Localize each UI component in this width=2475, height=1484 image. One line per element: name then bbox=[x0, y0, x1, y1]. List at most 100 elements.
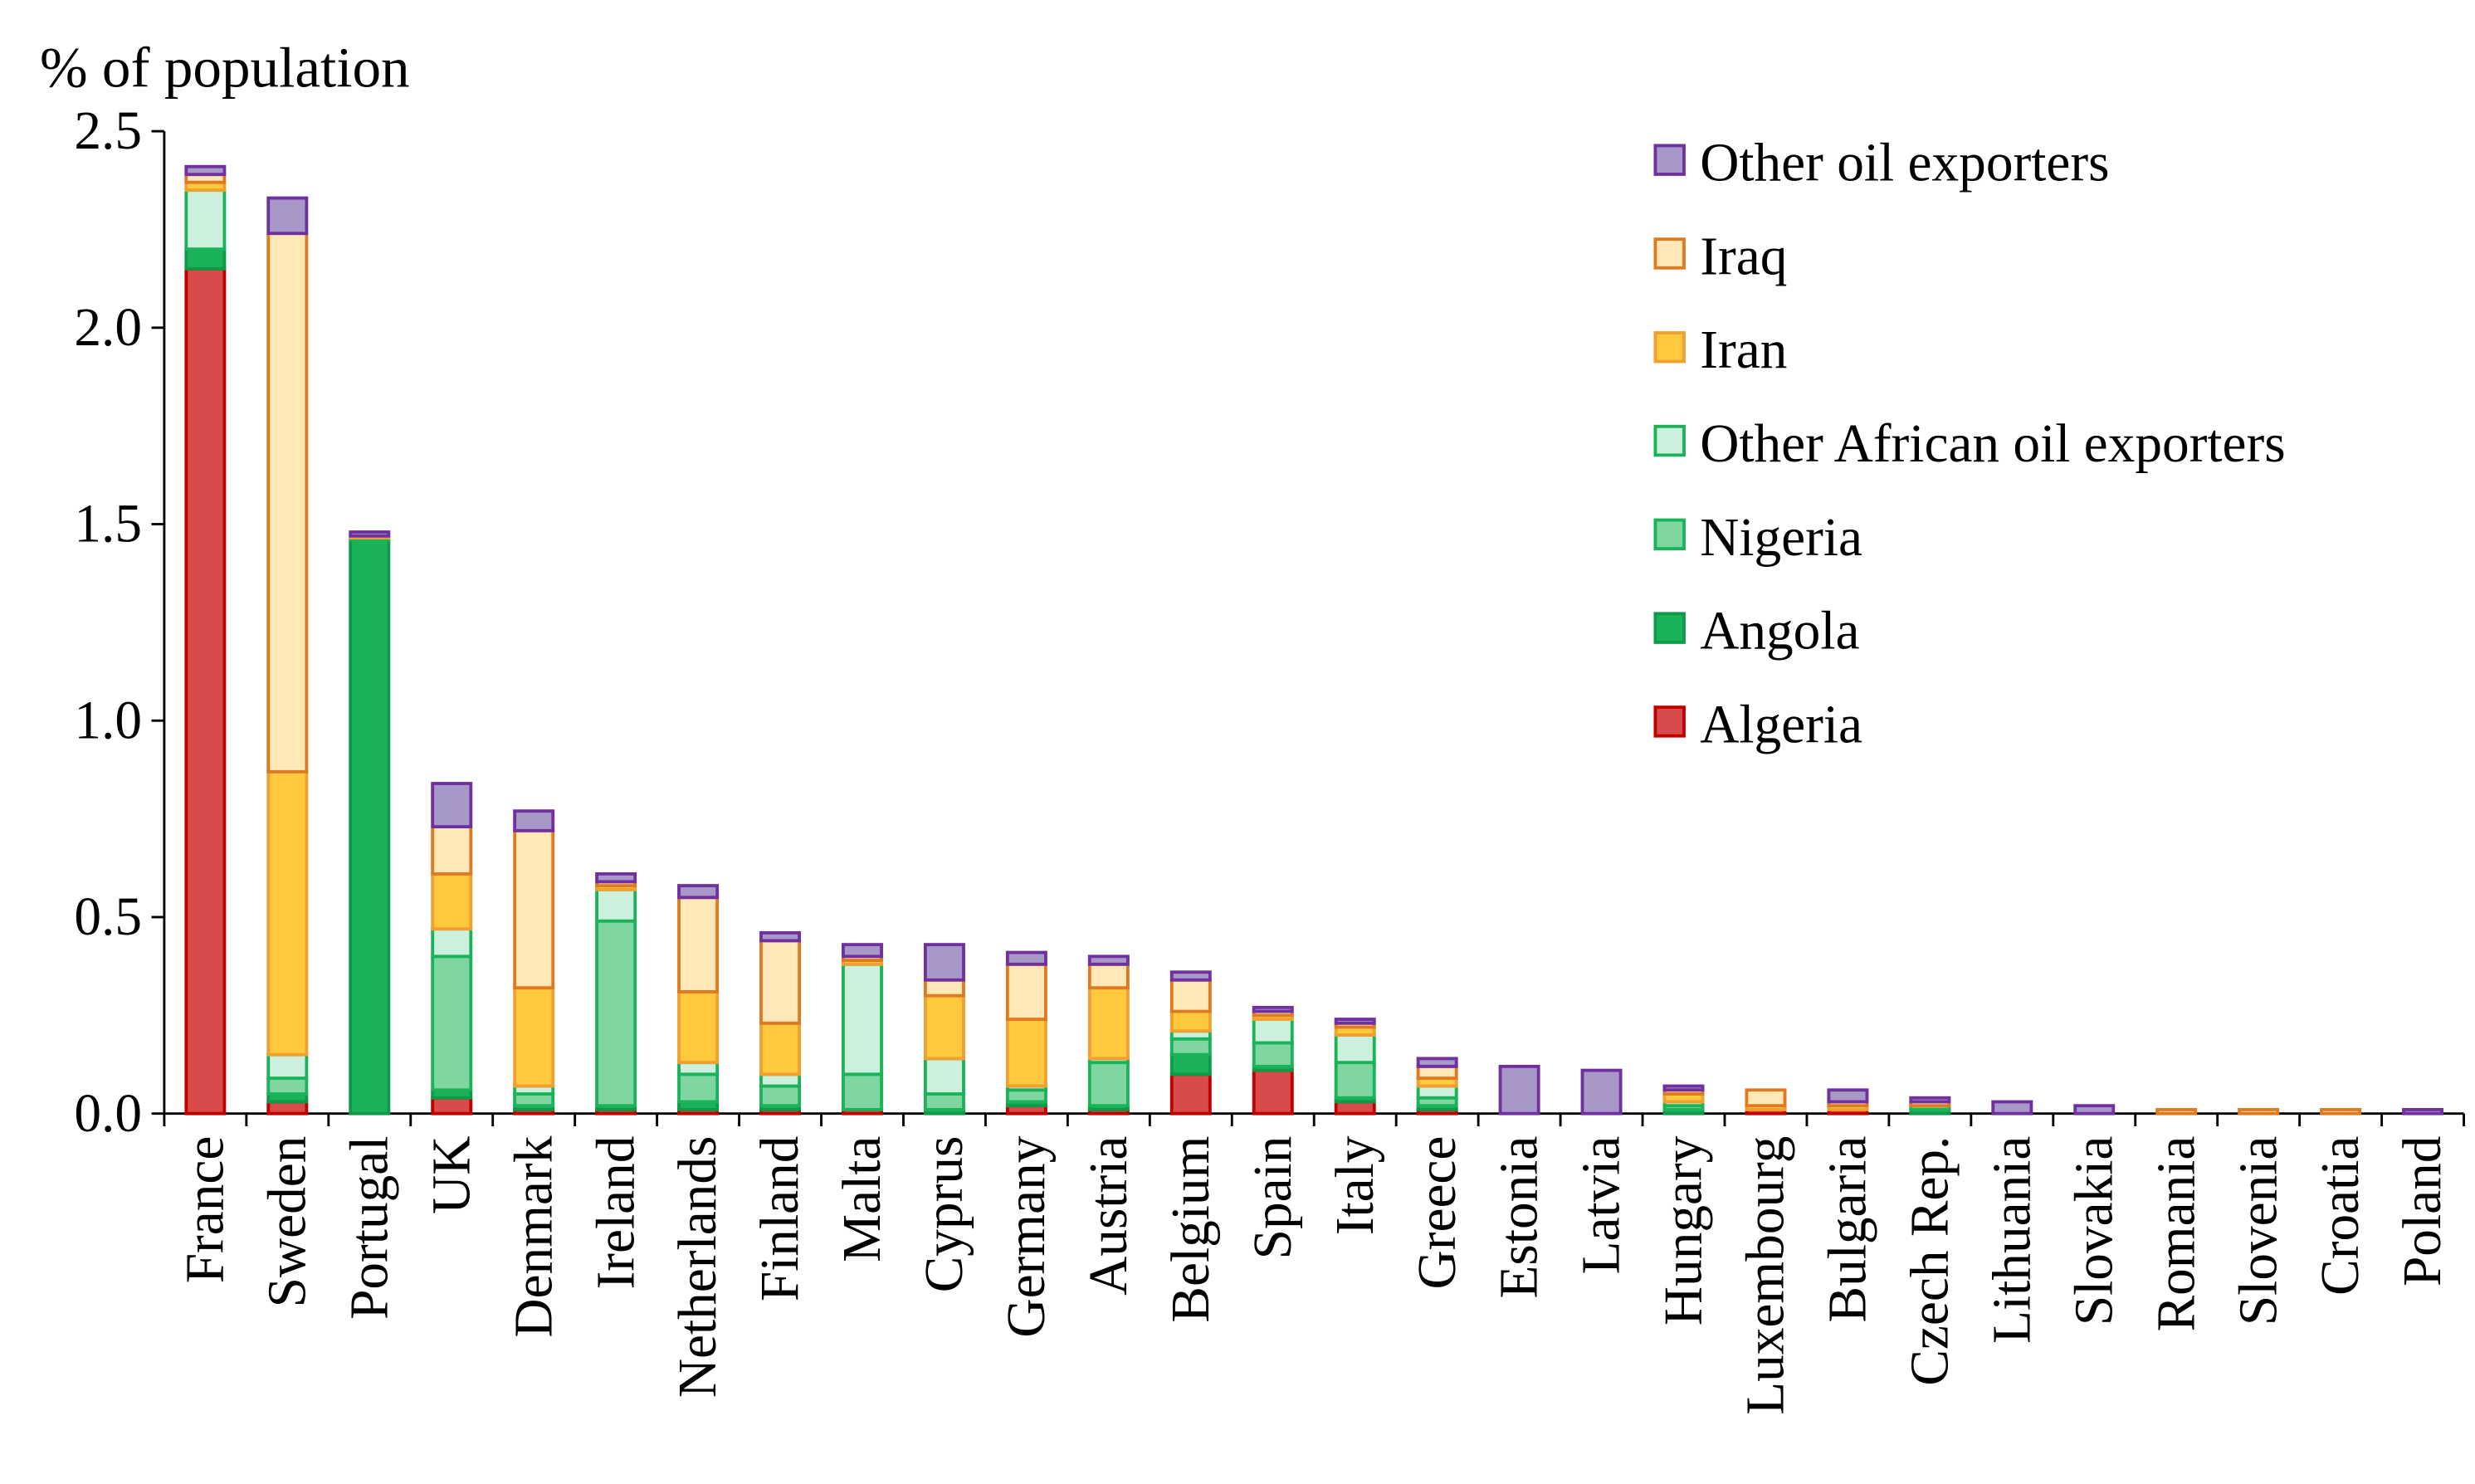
x-tick-label: Spain bbox=[1243, 1136, 1303, 1260]
bar-segment bbox=[759, 930, 802, 943]
bar-segment bbox=[431, 825, 473, 876]
bar-segment bbox=[923, 1092, 965, 1111]
bar-segment bbox=[1991, 1100, 2033, 1115]
x-tick-label: Bulgaria bbox=[1818, 1136, 1878, 1323]
bar-segment bbox=[513, 986, 555, 1088]
bar-segment bbox=[1169, 1037, 1212, 1057]
bar-segment bbox=[1169, 978, 1212, 1013]
bar-segment bbox=[1005, 962, 1047, 1021]
bar-segment bbox=[1005, 1088, 1047, 1104]
x-tick-label: France bbox=[176, 1136, 236, 1284]
bar-segment bbox=[677, 989, 720, 1065]
x-tick-label: Poland bbox=[2393, 1136, 2453, 1286]
legend-label: Iraq bbox=[1700, 227, 1787, 286]
legend-label: Algeria bbox=[1700, 695, 1862, 754]
bar-segment bbox=[595, 871, 637, 884]
x-tick-label: Latvia bbox=[1572, 1136, 1632, 1275]
bar-segment bbox=[513, 828, 555, 990]
legend-swatch bbox=[1653, 612, 1686, 644]
x-tick-label: Netherlands bbox=[668, 1136, 728, 1399]
bar-segment bbox=[1252, 1068, 1294, 1115]
bar-segment bbox=[1005, 1018, 1047, 1088]
bar-segment bbox=[1169, 1052, 1212, 1076]
bar-segment bbox=[184, 164, 227, 177]
x-tick-label: Slovenia bbox=[2228, 1136, 2288, 1326]
bar-segment bbox=[349, 538, 391, 1115]
bar-segment bbox=[513, 809, 555, 832]
x-tick-label: Romania bbox=[2146, 1136, 2206, 1332]
x-tick-label: Ireland bbox=[586, 1136, 646, 1290]
bar-segment bbox=[513, 1092, 555, 1108]
x-tick-label: Luxembourg bbox=[1736, 1136, 1796, 1415]
y-tick-label: 2.0 bbox=[74, 298, 142, 358]
bar-segment bbox=[759, 1072, 802, 1088]
x-tick-label: Lithuania bbox=[1982, 1136, 2042, 1344]
bar-segment bbox=[1334, 1100, 1376, 1115]
x-tick-label: Greece bbox=[1408, 1136, 1467, 1290]
bar-segment bbox=[431, 954, 473, 1092]
bar-segment bbox=[431, 927, 473, 959]
bar-segment bbox=[1087, 962, 1130, 990]
bar-segment bbox=[349, 530, 391, 538]
bar-segment bbox=[1169, 1072, 1212, 1115]
bar-segment bbox=[1416, 1064, 1458, 1080]
bar-segment bbox=[923, 1057, 965, 1096]
legend-label: Iran bbox=[1700, 320, 1787, 380]
bar-segment bbox=[1745, 1088, 1787, 1108]
x-tick-label: Croatia bbox=[2311, 1136, 2370, 1296]
legend-swatch bbox=[1653, 237, 1686, 270]
bar-segment bbox=[1087, 954, 1130, 966]
bar-segment bbox=[1252, 1005, 1294, 1013]
bar-segment bbox=[1252, 1018, 1294, 1045]
bar-segment bbox=[677, 896, 720, 993]
x-tick-label: Italy bbox=[1325, 1135, 1385, 1235]
x-tick-label: Hungary bbox=[1654, 1135, 1714, 1325]
bar-segment bbox=[1334, 1061, 1376, 1100]
bar-segment bbox=[431, 1096, 473, 1115]
bar-segment bbox=[595, 887, 637, 923]
bar-segment bbox=[1827, 1088, 1869, 1104]
legend-label: Angola bbox=[1700, 602, 1859, 661]
x-tick-label: Germany bbox=[997, 1135, 1057, 1337]
x-tick-label: Austria bbox=[1079, 1136, 1139, 1296]
bar-segment bbox=[1334, 1033, 1376, 1065]
legend-swatch bbox=[1653, 144, 1686, 176]
bar-segment bbox=[266, 232, 309, 774]
legend-label: Other African oil exporters bbox=[1700, 414, 2286, 474]
bar-segment bbox=[1662, 1084, 1705, 1092]
bar-segment bbox=[2320, 1108, 2362, 1115]
x-tick-label: Finland bbox=[750, 1136, 810, 1302]
bar-segment bbox=[677, 884, 720, 900]
x-tick-label: Malta bbox=[832, 1136, 892, 1262]
bar-segment bbox=[759, 1084, 802, 1108]
x-tick-label: Czech Rep. bbox=[1900, 1136, 1960, 1386]
y-tick-label: 0.0 bbox=[74, 1084, 142, 1144]
legend-label: Other oil exporters bbox=[1700, 134, 2109, 193]
legend-label: Nigeria bbox=[1700, 508, 1862, 568]
bar-segment bbox=[677, 1072, 720, 1104]
bar-segment bbox=[1909, 1096, 1951, 1104]
bar-segment bbox=[595, 919, 637, 1108]
bar-segment bbox=[1498, 1064, 1540, 1115]
legend-swatch bbox=[1653, 518, 1686, 551]
x-tick-label: Portugal bbox=[339, 1136, 399, 1320]
bar-segment bbox=[2155, 1108, 2198, 1115]
y-tick-label: 1.0 bbox=[74, 691, 142, 750]
bar-segment bbox=[1087, 1061, 1130, 1108]
legend-swatch bbox=[1653, 424, 1686, 457]
bar-segment bbox=[1580, 1068, 1623, 1115]
y-tick-label: 2.5 bbox=[74, 101, 142, 161]
bar-segment bbox=[842, 962, 883, 1076]
x-tick-label: Cyprus bbox=[915, 1136, 974, 1293]
bar-segment bbox=[759, 1021, 802, 1076]
x-tick-label: Estonia bbox=[1490, 1136, 1550, 1299]
bar-segment bbox=[266, 769, 309, 1057]
bar-segment bbox=[1252, 1041, 1294, 1068]
bar-segment bbox=[1416, 1057, 1458, 1068]
bar-segment bbox=[2402, 1108, 2444, 1115]
legend-swatch bbox=[1653, 705, 1686, 738]
bar-segment bbox=[1087, 986, 1130, 1061]
y-tick-label: 1.5 bbox=[74, 495, 142, 554]
bar-segment bbox=[923, 943, 965, 982]
